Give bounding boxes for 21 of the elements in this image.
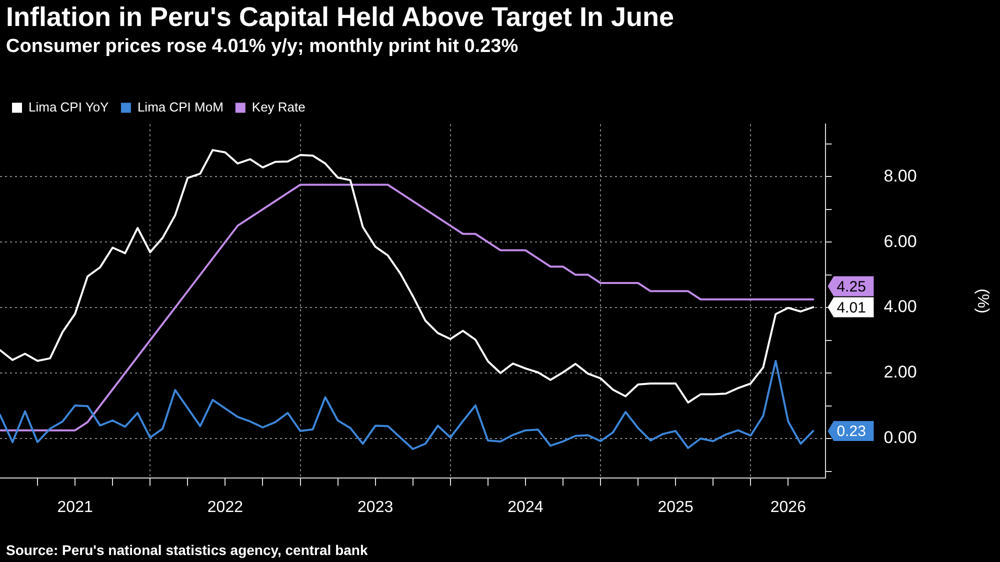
x-tick-label: 2022 — [207, 498, 244, 516]
legend-label: Lima CPI MoM — [137, 99, 224, 114]
source-note: Source: Peru's national statistics agency, central bank — [6, 542, 368, 558]
legend-label: Key Rate — [252, 99, 306, 114]
data-label: 4.25 — [836, 278, 866, 296]
y-tick-label: 2.00 — [884, 362, 917, 382]
x-tick-label: 2021 — [57, 498, 93, 516]
chart-subtitle: Consumer prices rose 4.01% y/y; monthly print hit 0.23% — [6, 36, 518, 58]
x-tick-label: 2025 — [658, 498, 694, 516]
y-tick-label: 4.00 — [884, 297, 917, 316]
chart-title: Inflation in Peru's Capital Held Above Target In June — [6, 2, 674, 33]
legend-label: Lima CPI YoY — [28, 99, 110, 114]
y-axis-title: (%) — [974, 288, 991, 314]
y-tick-label: 6.00 — [884, 232, 917, 251]
data-label: 0.23 — [836, 423, 866, 440]
y-tick-label: 8.00 — [884, 166, 917, 186]
data-label: 4.01 — [836, 299, 866, 316]
y-tick-label: 0.00 — [884, 428, 917, 448]
x-tick-label: 2026 — [770, 498, 806, 516]
x-tick-label: 2023 — [358, 498, 394, 516]
x-tick-label: 2024 — [508, 498, 544, 516]
